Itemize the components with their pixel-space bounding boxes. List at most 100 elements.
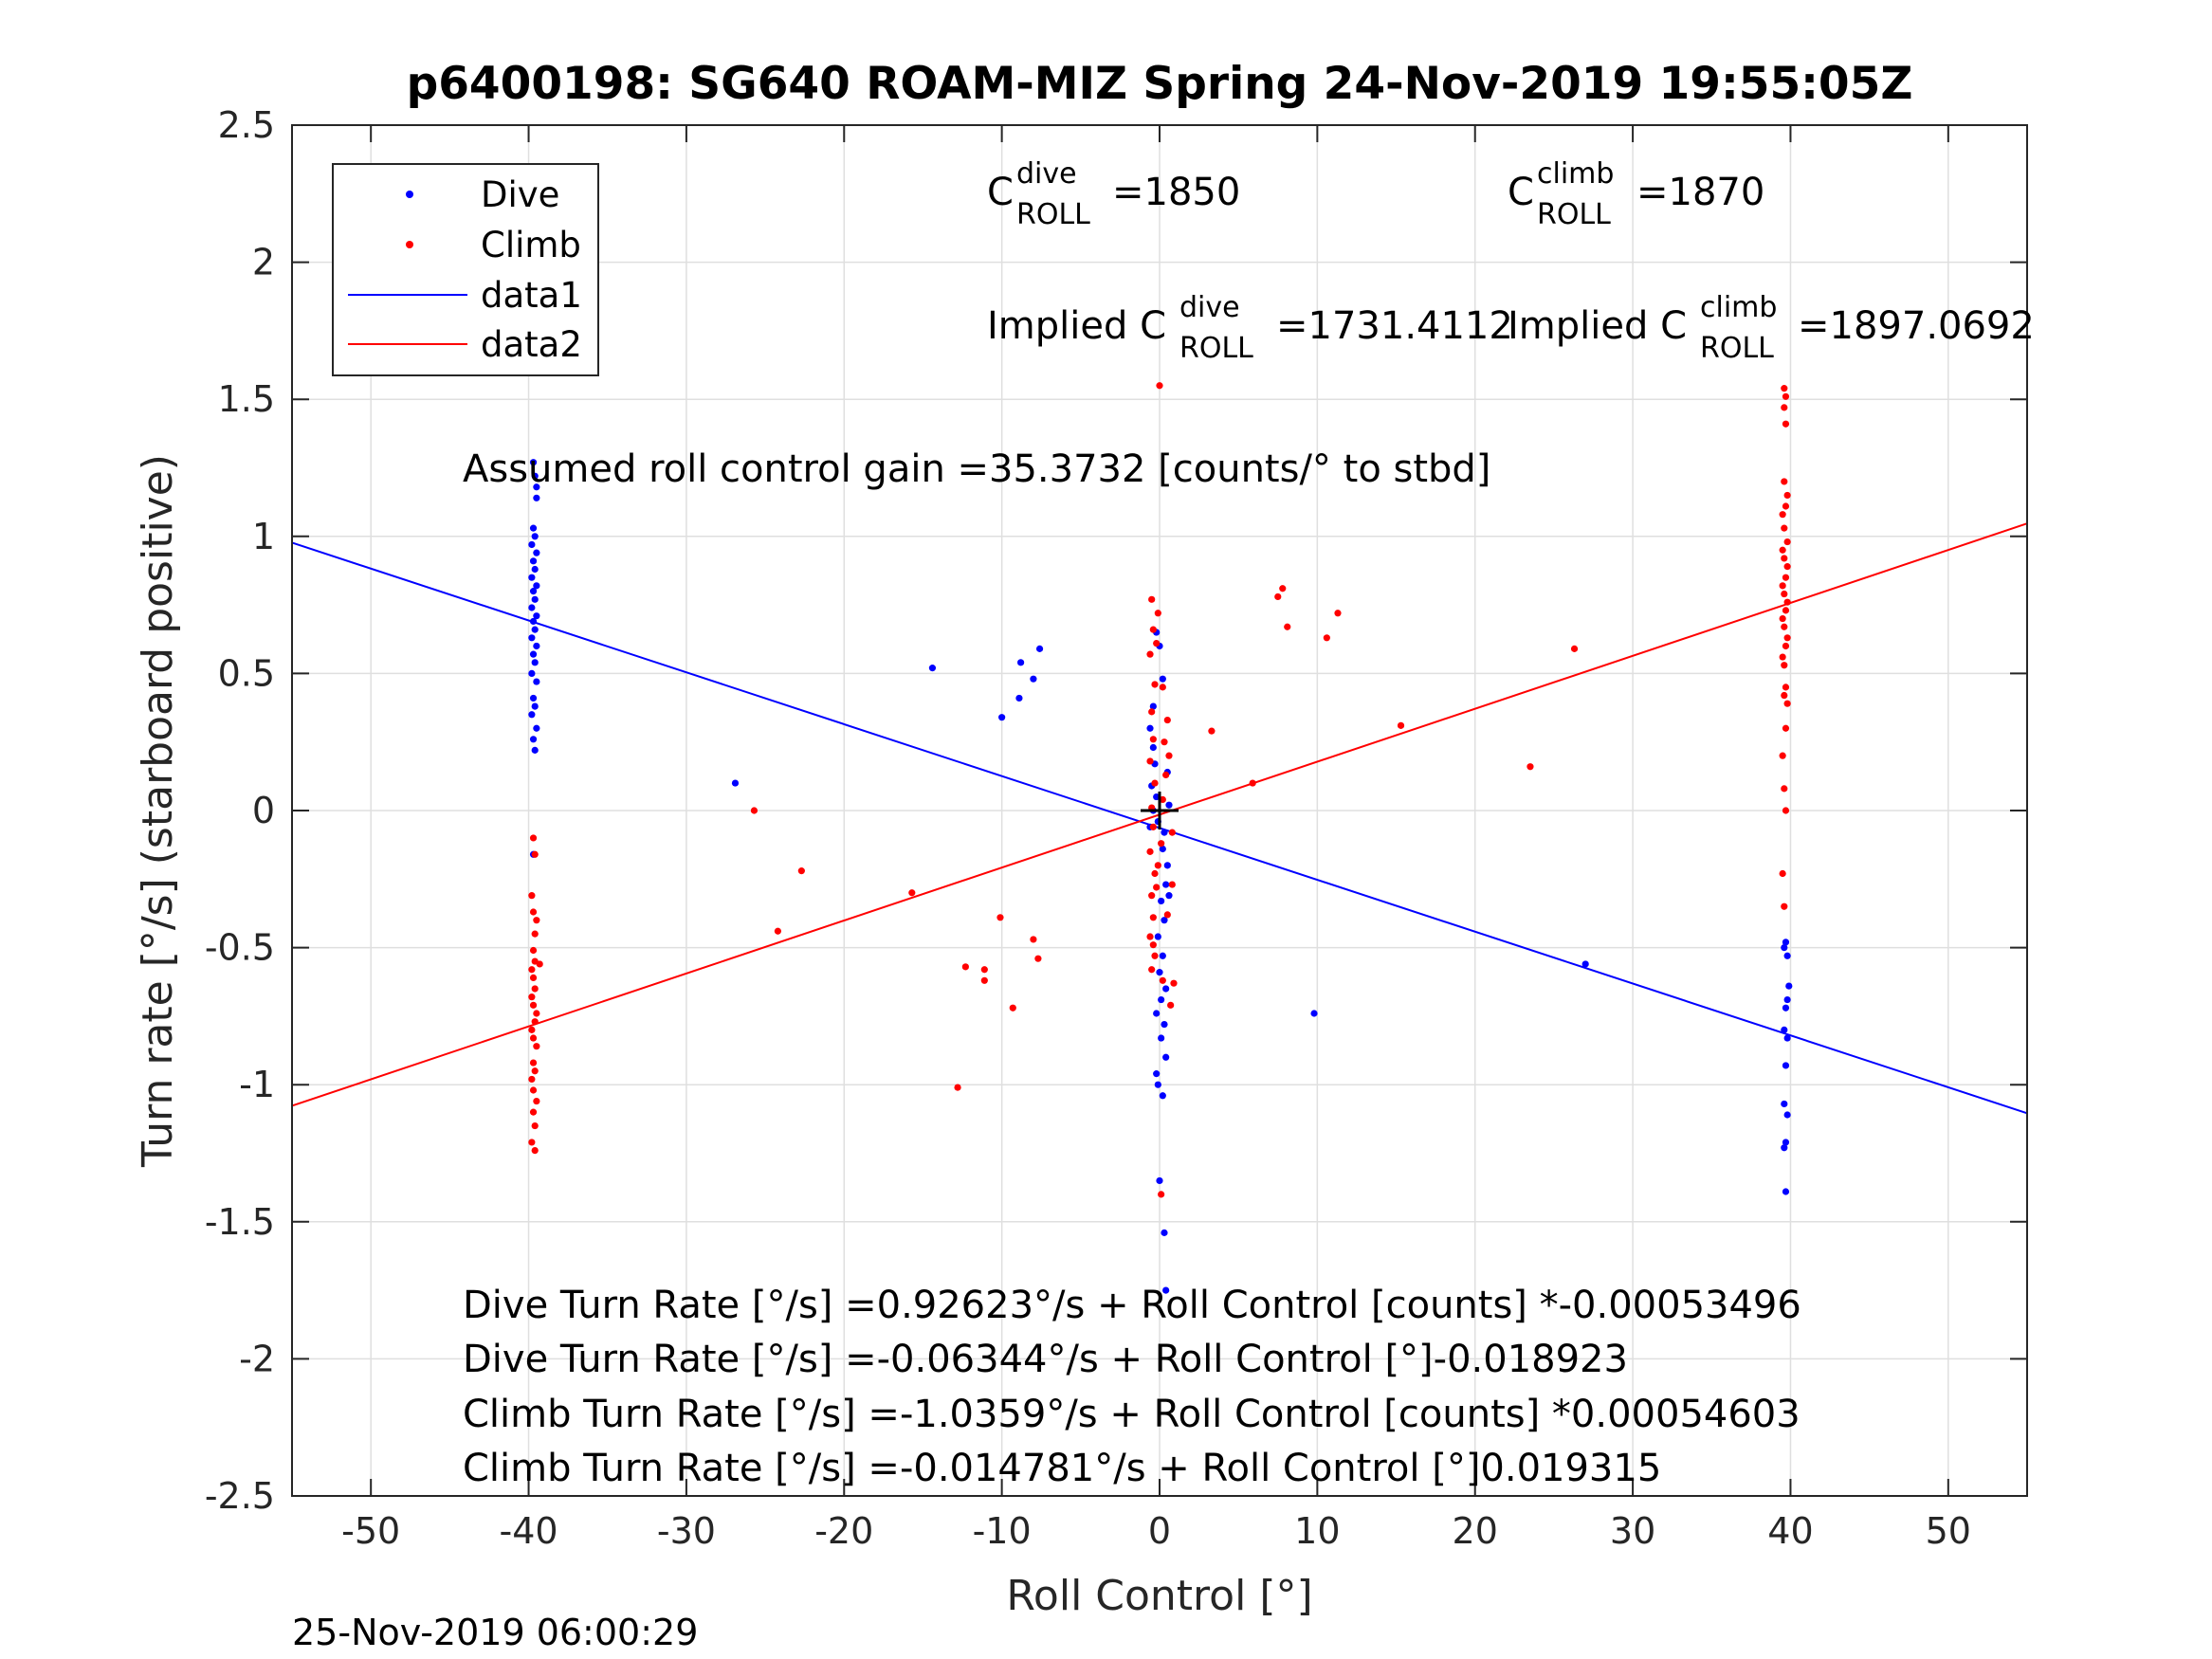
point-climb (529, 1108, 538, 1116)
point-dive (529, 459, 538, 466)
implied-dive-sup: dive (1179, 291, 1240, 324)
point-climb (1782, 807, 1790, 814)
point-dive (529, 524, 538, 532)
point-climb (531, 985, 539, 993)
point-climb (908, 889, 916, 897)
point-dive (1783, 1034, 1791, 1042)
implied-dive-sub: ROLL (1179, 332, 1253, 365)
point-dive (1154, 933, 1161, 940)
c-roll-climb-main: C (1508, 171, 1534, 214)
point-dive (533, 494, 540, 501)
point-climb (1783, 538, 1791, 546)
point-dive (528, 540, 536, 549)
point-climb (1149, 941, 1157, 949)
point-climb (1148, 966, 1156, 974)
point-dive (731, 779, 740, 787)
implied-c-roll-dive-annotation: Implied C dive ROLL =1731.4112 (987, 291, 1513, 365)
point-dive (533, 612, 540, 620)
point-climb (1779, 752, 1786, 759)
point-climb (1323, 634, 1330, 642)
point-climb (1781, 590, 1788, 598)
c-roll-climb-sub: ROLL (1537, 198, 1611, 231)
point-dive (1159, 1092, 1166, 1100)
point-dive (1782, 1139, 1790, 1146)
point-dive (1163, 862, 1171, 869)
c-roll-dive-main: C (987, 171, 1014, 214)
point-dive (1017, 659, 1025, 666)
point-climb (1781, 404, 1788, 411)
y-tick-label: -1.5 (205, 1201, 275, 1243)
point-climb (1279, 585, 1287, 592)
point-dive (1158, 897, 1165, 905)
c-roll-climb-annotation: C climb ROLL =1870 (1508, 157, 1764, 231)
point-dive (1162, 1286, 1170, 1294)
point-climb (1154, 862, 1161, 869)
point-climb (1781, 385, 1788, 392)
roll-gain-annotation: Assumed roll control gain =35.3732 [coun… (463, 447, 1490, 491)
point-dive (1165, 801, 1173, 809)
point-climb (529, 834, 538, 842)
point-dive (533, 724, 540, 732)
point-climb (750, 807, 759, 814)
point-climb (1148, 708, 1156, 716)
point-climb (1149, 914, 1157, 921)
point-climb (1151, 869, 1159, 878)
x-tick-label: -20 (814, 1510, 873, 1552)
c-roll-dive-annotation: C dive ROLL =1850 (987, 157, 1240, 231)
point-climb (1781, 623, 1788, 630)
point-climb (774, 927, 782, 935)
point-climb (1149, 823, 1157, 830)
point-dive (1153, 793, 1161, 801)
point-dive (1149, 743, 1157, 752)
point-climb (531, 1147, 539, 1155)
point-climb (529, 1059, 538, 1066)
point-dive (1783, 1111, 1791, 1119)
x-tick-label: -30 (657, 1510, 716, 1552)
point-climb (1146, 757, 1154, 765)
point-climb (1781, 524, 1788, 532)
point-climb (1779, 546, 1786, 554)
point-climb (980, 976, 988, 984)
legend-label-data1: data1 (481, 275, 582, 316)
c-roll-dive-sub: ROLL (1016, 198, 1090, 231)
legend-label-data2: data2 (481, 324, 582, 365)
point-dive (1153, 1010, 1161, 1017)
point-dive (1153, 1070, 1161, 1078)
implied-c-roll-climb-annotation: Implied C climb ROLL =1897.0692 (1508, 291, 2035, 365)
point-climb (1781, 478, 1788, 485)
point-dive (531, 702, 539, 710)
point-climb (529, 974, 538, 982)
point-climb (528, 966, 536, 974)
point-dive (1782, 1188, 1790, 1195)
point-climb (1030, 936, 1037, 943)
point-climb (531, 1018, 539, 1026)
y-axis-ticks: 2.5 2 1.5 1 0.5 0 -0.5 -1 -1.5 -2 -2.5 (205, 104, 2027, 1517)
point-climb (528, 1075, 536, 1084)
point-dive (531, 533, 539, 540)
point-climb (1526, 763, 1534, 771)
y-tick-label: -2 (239, 1338, 275, 1379)
point-climb (1009, 1004, 1016, 1012)
point-climb (533, 1097, 540, 1105)
legend: Dive Climb data1 data2 (332, 163, 599, 376)
point-climb (528, 1026, 536, 1033)
point-dive (1158, 1034, 1165, 1042)
implied-dive-value: =1731.4112 (1276, 304, 1513, 348)
point-dive (1781, 1100, 1788, 1108)
point-climb (529, 1034, 538, 1042)
y-axis-label: Turn rate [°/s] (starboard positive) (134, 454, 182, 1168)
point-dive (1781, 1144, 1788, 1152)
point-climb (1151, 681, 1159, 688)
point-climb (1570, 645, 1579, 652)
point-climb (1781, 662, 1788, 669)
point-dive (1162, 1053, 1170, 1061)
point-climb (1168, 881, 1176, 888)
implied-climb-sup: climb (1700, 291, 1777, 324)
point-dive (528, 604, 536, 611)
point-climb (1782, 420, 1790, 428)
point-dive (529, 617, 538, 626)
point-dive (1581, 960, 1589, 968)
legend-box (332, 163, 599, 376)
point-climb (531, 850, 539, 858)
